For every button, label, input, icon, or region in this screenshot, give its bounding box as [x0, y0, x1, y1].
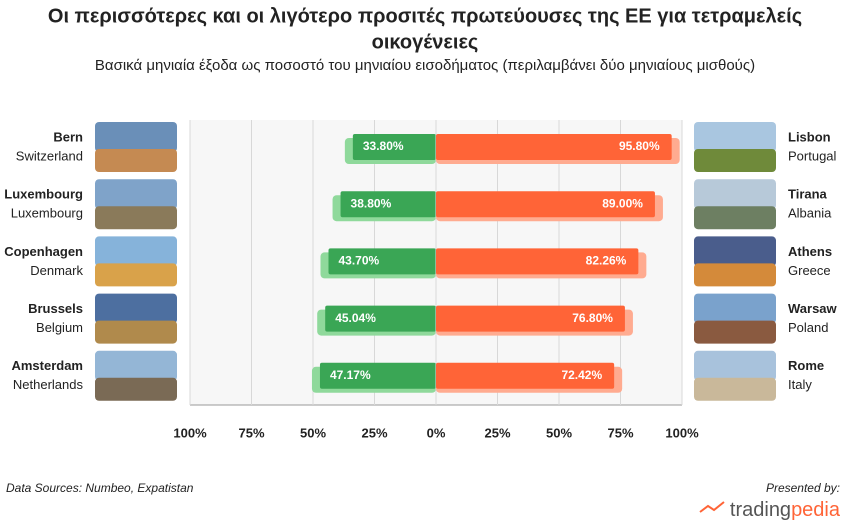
country-label: Albania: [788, 206, 832, 221]
bar: [436, 191, 655, 218]
country-label: Greece: [788, 263, 831, 278]
logo-part: trading: [730, 499, 791, 521]
bar: [319, 362, 436, 389]
value-label: 45.04%: [335, 311, 376, 325]
bar: [325, 305, 436, 332]
city-label: Lisbon: [788, 129, 831, 144]
country-label: Luxembourg: [11, 206, 83, 221]
chart-title: Οι περισσότερες και οι λιγότερο προσιτές…: [48, 5, 802, 27]
presented-by: Presented by:: [766, 481, 840, 495]
bar: [352, 134, 436, 160]
value-label: 95.80%: [619, 139, 660, 153]
city-label: Copenhagen: [4, 244, 83, 259]
value-label: 47.17%: [330, 368, 371, 382]
city-label: Tirana: [788, 187, 828, 202]
country-label: Denmark: [30, 263, 83, 278]
city-image-ground: [95, 263, 177, 287]
city-label: Rome: [788, 358, 824, 373]
city-image-sky: [694, 236, 776, 267]
value-label: 72.42%: [561, 368, 602, 382]
logo: tradingpedia: [730, 499, 841, 521]
city-image-sky: [694, 122, 776, 152]
value-label: 33.80%: [363, 139, 404, 153]
chart-subtitle: Βασικά μηνιαία έξοδα ως ποσοστό του μηνι…: [95, 57, 755, 74]
city-label: Luxembourg: [4, 187, 83, 202]
city-image-sky: [95, 293, 177, 324]
city-image-sky: [95, 122, 177, 152]
city-image-ground: [694, 206, 776, 230]
city-label: Amsterdam: [11, 358, 83, 373]
x-tick-label: 75%: [238, 425, 264, 440]
country-label: Belgium: [36, 320, 83, 335]
city-image-ground: [694, 320, 776, 344]
city-label: Brussels: [28, 301, 83, 316]
city-image-ground: [694, 377, 776, 401]
city-image-sky: [95, 236, 177, 267]
bar: [436, 362, 615, 389]
value-label: 76.80%: [572, 311, 613, 325]
city-image-sky: [694, 350, 776, 381]
city-image-sky: [95, 179, 177, 210]
country-label: Portugal: [788, 148, 837, 163]
country-label: Switzerland: [16, 148, 83, 163]
city-image-ground: [95, 377, 177, 401]
country-label: Italy: [788, 377, 812, 392]
value-label: 38.80%: [351, 196, 392, 210]
bar: [328, 248, 436, 275]
logo-icon: [699, 501, 725, 513]
bar: [436, 248, 639, 275]
city-image-ground: [694, 149, 776, 172]
x-tick-label: 100%: [665, 425, 699, 440]
x-tick-label: 50%: [300, 425, 326, 440]
city-image-ground: [95, 206, 177, 230]
x-tick-label: 25%: [361, 425, 387, 440]
value-label: 43.70%: [338, 254, 379, 268]
bar: [340, 191, 436, 218]
value-label: 82.26%: [586, 254, 627, 268]
chart-title: οικογένειες: [372, 31, 479, 53]
city-label: Athens: [788, 244, 832, 259]
x-tick-label: 25%: [484, 425, 510, 440]
value-label: 89.00%: [602, 196, 643, 210]
x-tick-label: 0%: [427, 425, 446, 440]
source: Data Sources: Numbeo, Expatistan: [6, 481, 194, 495]
logo-part: pedia: [791, 499, 841, 521]
country-label: Netherlands: [13, 377, 84, 392]
city-image-ground: [95, 320, 177, 344]
bar: [436, 305, 625, 332]
city-image-sky: [95, 350, 177, 381]
bar: [436, 134, 672, 160]
city-image-sky: [694, 293, 776, 324]
city-label: Warsaw: [788, 301, 838, 316]
x-tick-label: 75%: [607, 425, 633, 440]
x-tick-label: 100%: [173, 425, 207, 440]
city-label: Bern: [53, 129, 83, 144]
city-image-sky: [694, 179, 776, 210]
x-tick-label: 50%: [546, 425, 572, 440]
city-image-ground: [694, 263, 776, 287]
city-image-ground: [95, 149, 177, 172]
country-label: Poland: [788, 320, 828, 335]
